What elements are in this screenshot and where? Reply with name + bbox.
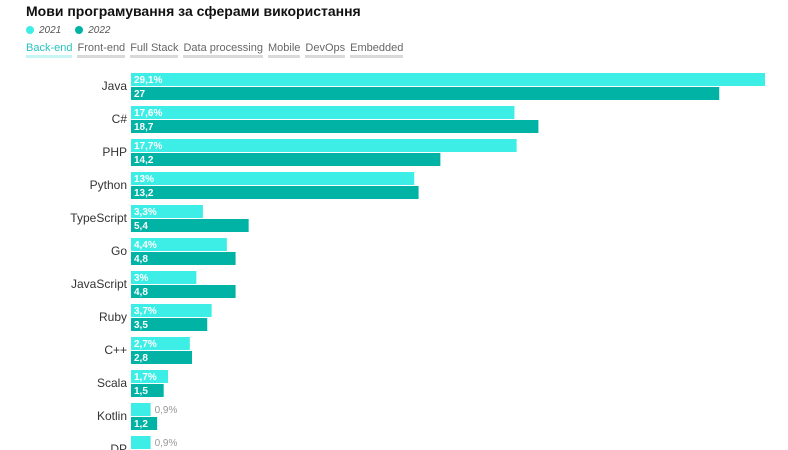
data-label-2022-ruby: 3,5 bbox=[134, 320, 148, 331]
bar-2021-go bbox=[131, 238, 227, 251]
bar-2022-c- bbox=[131, 120, 539, 133]
data-label-2021-c-: 17,6% bbox=[134, 108, 162, 119]
tab-back-end[interactable]: Back-end bbox=[26, 42, 73, 58]
data-label-2021-c-: 2,7% bbox=[134, 339, 157, 350]
bar-2021-dp bbox=[131, 436, 151, 449]
data-label-2021-python: 13% bbox=[134, 174, 154, 185]
bar-2022-scala bbox=[131, 384, 164, 397]
bar-2022-c- bbox=[131, 351, 193, 364]
bar-2022-kotlin bbox=[131, 417, 158, 430]
chart-title: Мови програмування за сферами використан… bbox=[26, 3, 361, 19]
legend-dot-2021 bbox=[26, 26, 34, 34]
category-label-dp: DP bbox=[110, 442, 127, 450]
category-label-typescript: TypeScript bbox=[70, 211, 127, 225]
data-label-2021-php: 17,7% bbox=[134, 141, 162, 152]
bar-2022-python bbox=[131, 186, 419, 199]
data-label-2021-javascript: 3% bbox=[134, 273, 149, 284]
category-label-php: PHP bbox=[102, 145, 127, 159]
tab-mobile[interactable]: Mobile bbox=[267, 42, 301, 58]
bar-2021-kotlin bbox=[131, 403, 151, 416]
bar-2022-javascript bbox=[131, 285, 236, 298]
data-label-2022-javascript: 4,8 bbox=[134, 287, 148, 298]
bar-2022-ruby bbox=[131, 318, 208, 331]
data-label-2022-java: 27 bbox=[134, 89, 146, 100]
data-label-2022-c-: 2,8 bbox=[134, 353, 148, 364]
bar-2021-typescript bbox=[131, 205, 203, 218]
category-tabs: Back-end Front-end Full Stack Data proce… bbox=[26, 42, 408, 58]
legend-label-2022: 2022 bbox=[88, 24, 111, 36]
tab-full-stack[interactable]: Full Stack bbox=[130, 42, 179, 58]
bar-2022-php bbox=[131, 153, 441, 166]
tab-devops[interactable]: DevOps bbox=[305, 42, 346, 58]
bar-2021-python bbox=[131, 172, 415, 185]
data-label-2021-typescript: 3,3% bbox=[134, 207, 157, 218]
category-label-java: Java bbox=[102, 79, 128, 93]
category-label-javascript: JavaScript bbox=[71, 277, 128, 291]
legend-item-2022[interactable]: 2022 bbox=[75, 24, 111, 36]
data-label-2022-scala: 1,5 bbox=[134, 386, 148, 397]
bar-2021-php bbox=[131, 139, 517, 152]
data-label-2022-php: 14,2 bbox=[134, 155, 154, 166]
data-label-2022-typescript: 5,4 bbox=[134, 221, 148, 232]
category-label-python: Python bbox=[90, 178, 127, 192]
legend-item-2021[interactable]: 2021 bbox=[26, 25, 61, 36]
bar-2021-java bbox=[131, 73, 765, 86]
category-label-c-: C++ bbox=[104, 343, 127, 357]
legend-dot-2022 bbox=[75, 26, 84, 34]
data-label-2021-kotlin: 0,9% bbox=[155, 405, 178, 416]
bar-2022-typescript bbox=[131, 219, 249, 232]
bar-2021-c- bbox=[131, 337, 190, 350]
category-label-c-: C# bbox=[112, 112, 128, 126]
tab-front-end[interactable]: Front-end bbox=[77, 42, 126, 58]
legend: 2021 2022 bbox=[26, 23, 125, 37]
data-label-2021-dp: 0,9% bbox=[155, 438, 178, 449]
data-label-2022-kotlin: 1,2 bbox=[134, 419, 148, 430]
data-label-2021-java: 29,1% bbox=[134, 75, 162, 86]
data-label-2022-python: 13,2 bbox=[134, 188, 154, 199]
tab-embedded[interactable]: Embedded bbox=[350, 42, 404, 58]
data-label-2021-ruby: 3,7% bbox=[134, 306, 157, 317]
category-label-scala: Scala bbox=[97, 376, 127, 390]
bar-2021-scala bbox=[131, 370, 169, 383]
data-label-2021-go: 4,4% bbox=[134, 240, 157, 251]
bar-2021-ruby bbox=[131, 304, 212, 317]
category-label-ruby: Ruby bbox=[99, 310, 127, 324]
bar-2022-go bbox=[131, 252, 236, 265]
bar-2021-c- bbox=[131, 106, 515, 119]
bar-2022-java bbox=[131, 87, 720, 100]
data-label-2022-go: 4,8 bbox=[134, 254, 148, 265]
category-label-go: Go bbox=[111, 244, 127, 258]
bar-2021-javascript bbox=[131, 271, 197, 284]
tab-data-processing[interactable]: Data processing bbox=[183, 42, 263, 58]
data-label-2022-c-: 18,7 bbox=[134, 122, 154, 133]
category-label-kotlin: Kotlin bbox=[97, 409, 127, 423]
legend-label-2021: 2021 bbox=[39, 24, 62, 36]
data-label-2021-scala: 1,7% bbox=[134, 372, 157, 383]
